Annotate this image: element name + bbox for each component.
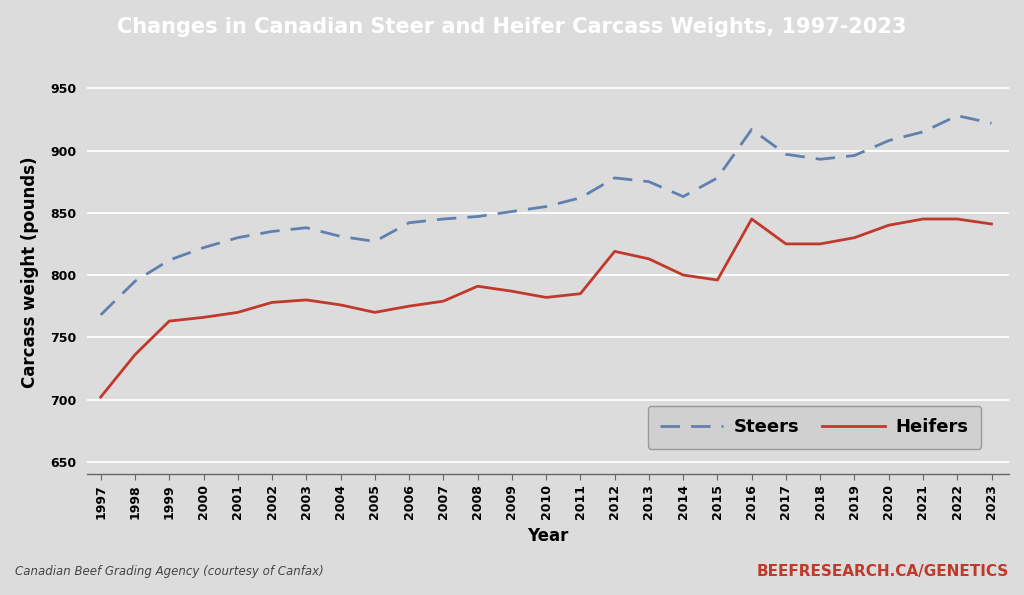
Text: BEEFRESEARCH.CA/GENETICS: BEEFRESEARCH.CA/GENETICS: [757, 564, 1009, 580]
X-axis label: Year: Year: [527, 527, 568, 545]
Y-axis label: Carcass weight (pounds): Carcass weight (pounds): [22, 156, 39, 388]
Text: Changes in Canadian Steer and Heifer Carcass Weights, 1997-2023: Changes in Canadian Steer and Heifer Car…: [118, 17, 906, 37]
Legend: Steers, Heifers: Steers, Heifers: [647, 406, 981, 449]
Text: Canadian Beef Grading Agency (courtesy of Canfax): Canadian Beef Grading Agency (courtesy o…: [15, 565, 325, 578]
